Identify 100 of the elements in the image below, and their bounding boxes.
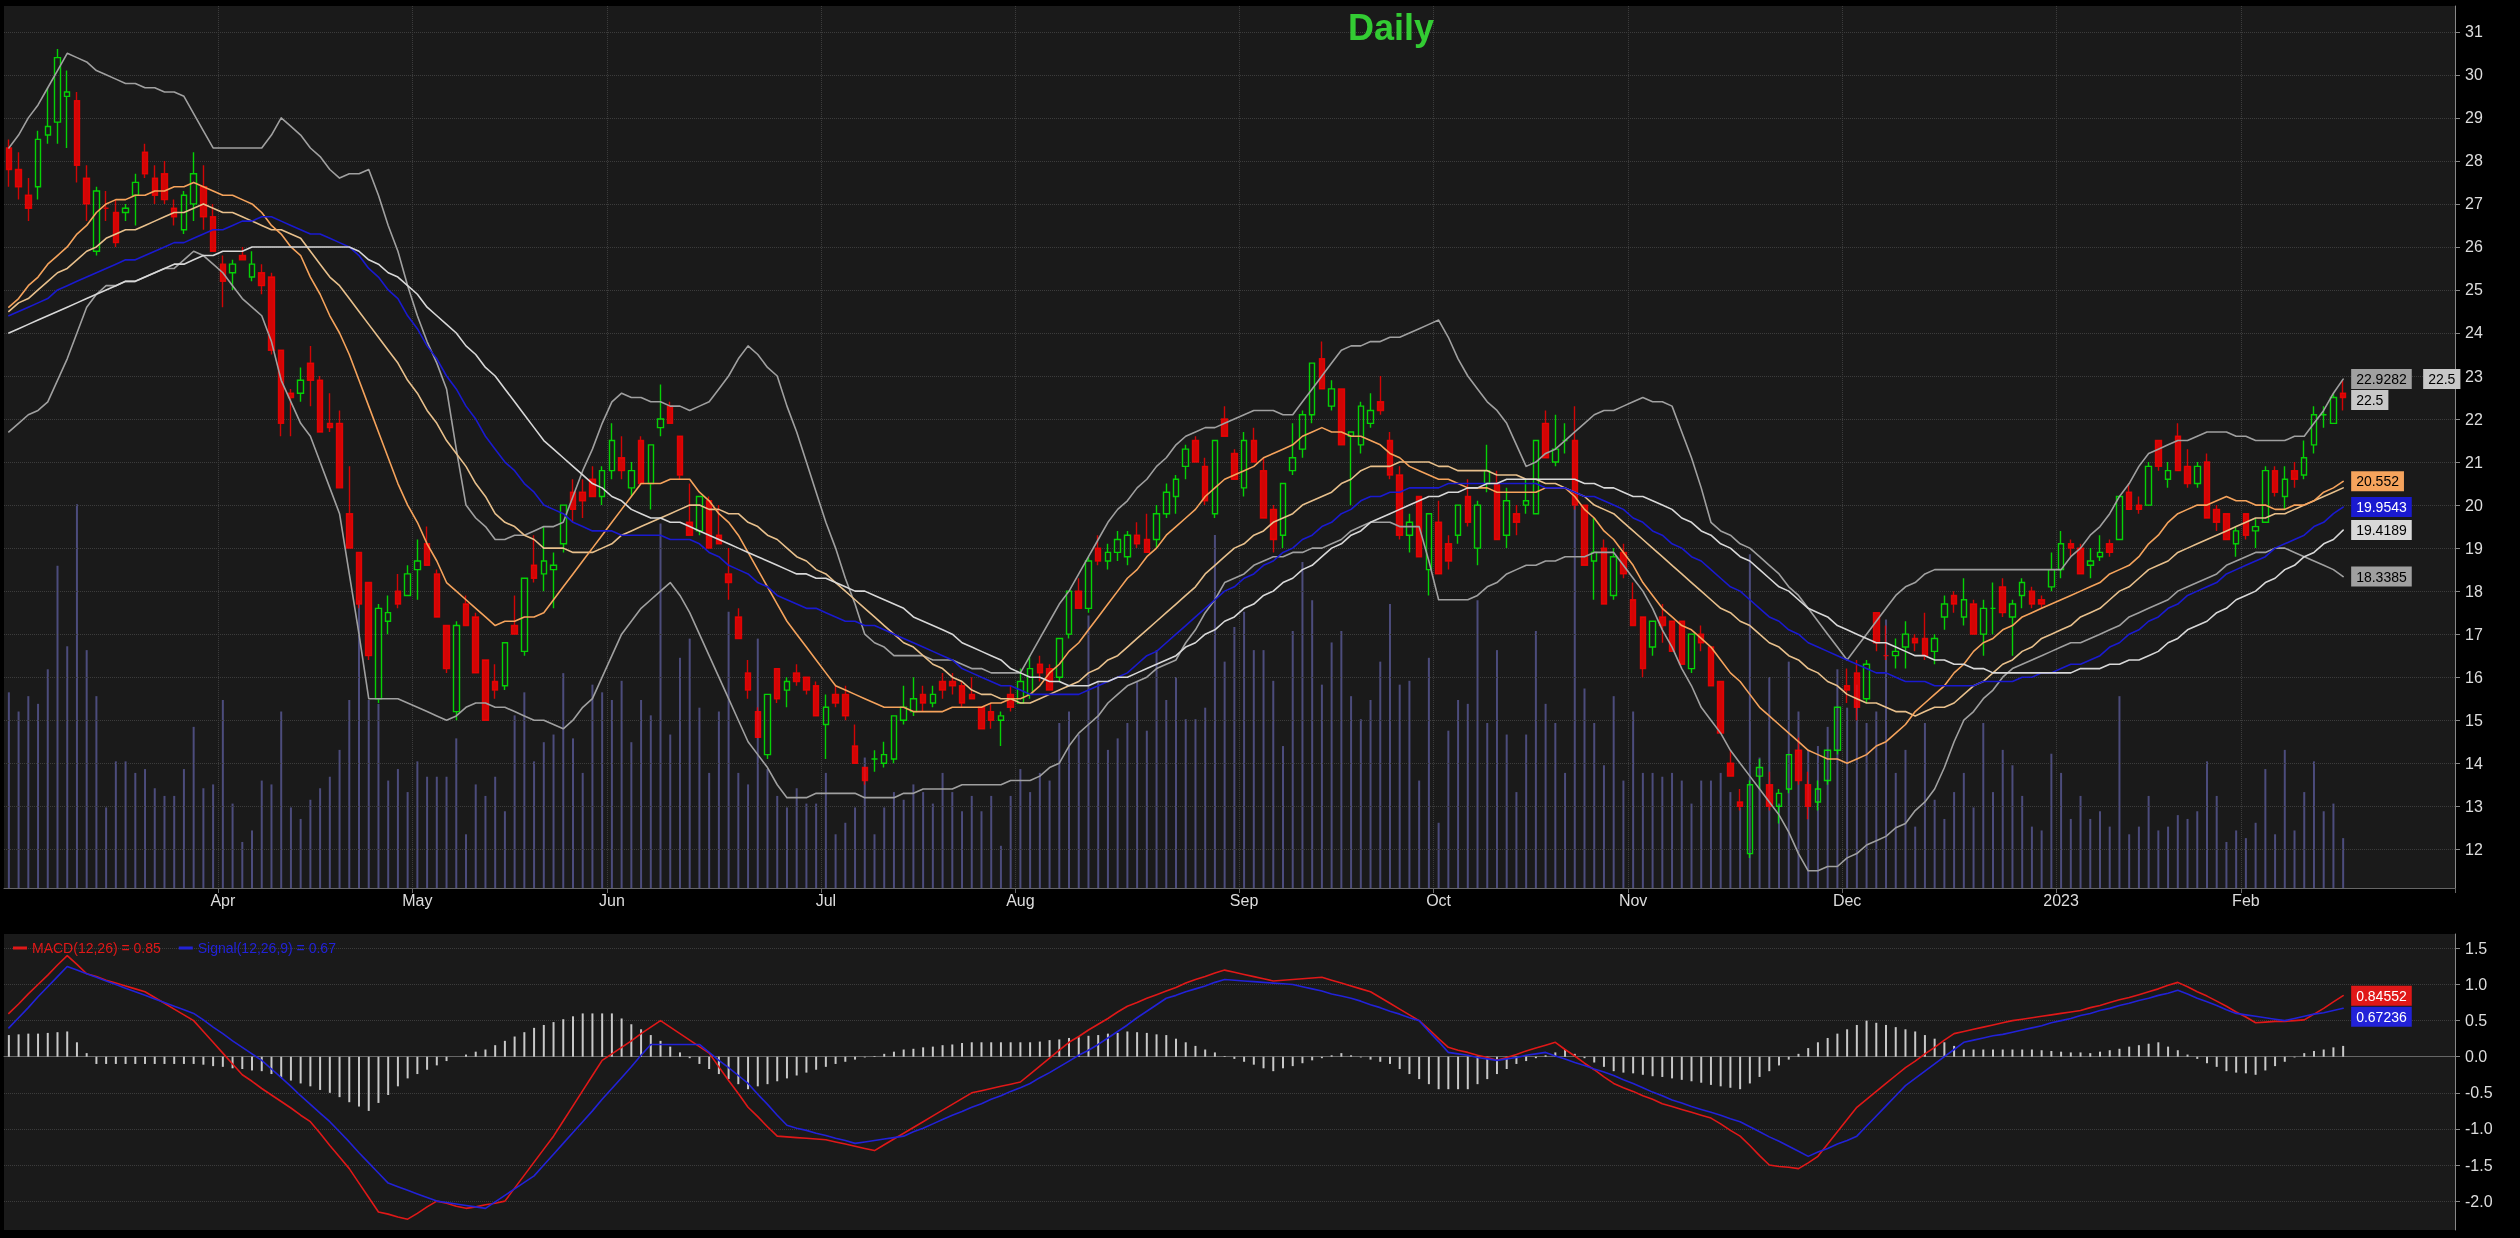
y-tick-label: 1.0 <box>2465 976 2488 994</box>
candlestick <box>1979 599 1988 657</box>
bar <box>396 1056 399 1087</box>
bar <box>630 1024 633 1057</box>
bar <box>1165 1035 1168 1057</box>
candlestick <box>238 246 247 261</box>
bar <box>2128 834 2131 888</box>
bar <box>289 1056 292 1081</box>
bar <box>2089 818 2092 888</box>
candlestick <box>44 87 52 145</box>
bar <box>1690 803 1693 888</box>
bar <box>1651 1056 1654 1077</box>
bar <box>747 784 750 888</box>
bar <box>931 1046 934 1057</box>
candlestick <box>1113 530 1122 562</box>
bar <box>1291 1056 1294 1067</box>
bar <box>66 646 69 888</box>
bar <box>737 772 740 888</box>
bar <box>2332 1047 2335 1057</box>
bar <box>1291 630 1294 888</box>
bar <box>1846 1029 1849 1057</box>
bar <box>2264 769 2267 888</box>
bar <box>999 845 1002 888</box>
bar <box>2332 803 2335 888</box>
y-tick-label: 29 <box>2465 109 2483 127</box>
bar <box>435 776 438 888</box>
bar <box>2108 826 2111 888</box>
candlestick <box>1483 444 1491 493</box>
bar <box>1136 1032 1139 1057</box>
text: 22.5 <box>2428 371 2456 388</box>
bar <box>1252 1056 1255 1065</box>
bar <box>2254 1056 2257 1075</box>
x-tick-label: Feb <box>2232 891 2260 909</box>
bar <box>1379 661 1382 888</box>
bar <box>2157 830 2160 888</box>
candlestick <box>209 203 217 252</box>
candlestick <box>1814 779 1822 812</box>
x-tick-label: Dec <box>1832 891 1862 909</box>
candlestick <box>1084 556 1093 614</box>
bar <box>299 818 302 888</box>
bar <box>2312 761 2315 888</box>
candlestick <box>1901 620 1910 670</box>
bar <box>202 788 205 888</box>
bar <box>182 1056 185 1064</box>
bar <box>678 657 681 888</box>
candlestick <box>899 685 908 726</box>
candlestick <box>1512 504 1521 536</box>
bar <box>1564 772 1567 888</box>
candlestick <box>1133 521 1141 549</box>
candlestick <box>1687 633 1696 674</box>
y-tick-label: 28 <box>2465 152 2483 170</box>
bar <box>2303 792 2306 888</box>
bar <box>912 784 915 888</box>
bar <box>2303 1053 2306 1057</box>
candlestick <box>1376 375 1385 416</box>
candlestick <box>1074 577 1083 610</box>
bar <box>1875 711 1878 888</box>
bar <box>503 811 506 888</box>
bar <box>2098 811 2101 888</box>
bar <box>1962 772 1965 888</box>
bar <box>1583 688 1586 888</box>
bar <box>2060 772 2063 888</box>
data-label: 19.4189 <box>2356 522 2407 539</box>
candlestick <box>1172 474 1180 515</box>
data-label: 22.9282 <box>2356 371 2407 388</box>
bar <box>2167 826 2170 888</box>
bar <box>124 761 127 888</box>
candlestick <box>5 138 13 188</box>
candlestick <box>1211 439 1219 519</box>
bar <box>1534 630 1537 888</box>
candlestick <box>2174 422 2182 472</box>
candlestick <box>1143 512 1151 554</box>
bar <box>649 1035 652 1057</box>
candlestick <box>1191 435 1200 463</box>
bar <box>1778 1056 1781 1066</box>
candlestick <box>841 685 850 721</box>
bar <box>2322 1049 2325 1057</box>
bar <box>503 1040 506 1057</box>
bar <box>824 772 827 888</box>
candlestick <box>2105 538 2114 558</box>
candlestick <box>598 465 606 506</box>
bar <box>309 1056 312 1087</box>
bar <box>2225 1056 2228 1072</box>
bar <box>815 1056 818 1070</box>
candlestick <box>1960 577 1968 627</box>
candlestick <box>880 741 888 769</box>
bar <box>1437 822 1440 888</box>
bar <box>970 795 973 888</box>
candlestick <box>1969 599 1978 635</box>
candlestick <box>287 388 295 437</box>
bar <box>805 803 808 888</box>
candlestick <box>812 680 820 717</box>
y-tick-label: 24 <box>2465 324 2483 342</box>
bar <box>153 1056 156 1064</box>
bar <box>1418 1056 1421 1080</box>
candlestick <box>997 710 1005 747</box>
candlestick <box>1785 753 1793 795</box>
bar <box>1486 723 1489 888</box>
bar <box>348 700 351 888</box>
bar <box>815 803 818 888</box>
